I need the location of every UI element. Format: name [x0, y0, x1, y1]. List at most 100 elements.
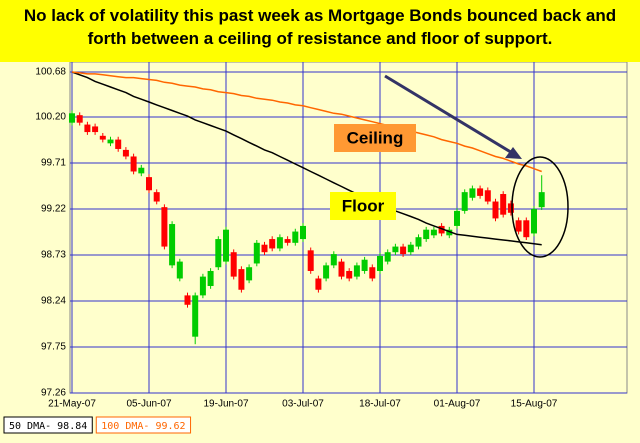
candle-body: [323, 265, 330, 279]
x-tick-label: 18-Jul-07: [359, 399, 401, 410]
candle-body: [176, 261, 183, 279]
y-tick-label: 99.22: [41, 204, 66, 215]
candle-body: [169, 224, 176, 266]
candle-body: [423, 229, 430, 240]
x-tick-label: 15-Aug-07: [511, 399, 558, 410]
candle-body: [276, 237, 283, 249]
candle-body: [346, 270, 353, 279]
floor-box: [330, 192, 396, 220]
legend-label: 100 DMA-: [101, 421, 149, 432]
candle-body: [292, 231, 299, 243]
candle-body: [69, 113, 75, 123]
candle-body: [115, 139, 122, 149]
highlight-ellipse: [511, 156, 569, 258]
candle-body: [315, 278, 322, 290]
x-tick-label: 01-Aug-07: [434, 399, 481, 410]
y-tick-label: 100.68: [35, 67, 66, 78]
candle-body: [538, 192, 545, 208]
y-tick-label: 97.75: [41, 342, 66, 353]
candle-body: [361, 259, 368, 271]
chart-title: No lack of volatility this past week as …: [23, 6, 617, 48]
candle-body: [430, 229, 437, 236]
candle-body: [307, 250, 314, 271]
annotation: Floor: [342, 196, 385, 215]
annotation: Ceiling: [347, 128, 404, 147]
y-tick-label: 98.24: [41, 296, 66, 307]
candle-body: [484, 190, 491, 202]
y-tick-label: 100.20: [35, 112, 66, 123]
title-wrap: No lack of volatility this past week as …: [23, 6, 617, 48]
candle-body: [284, 239, 291, 243]
candle-body: [107, 139, 114, 144]
candle-body: [415, 237, 422, 247]
candle-body: [300, 225, 306, 240]
arrow-head: [505, 147, 522, 159]
candle-body: [384, 252, 391, 262]
candle-body: [500, 194, 507, 215]
candle-body: [392, 246, 399, 253]
candle-body: [477, 188, 484, 196]
candle-body: [253, 242, 260, 264]
candle-body: [492, 201, 499, 219]
candle-body: [223, 229, 229, 262]
candle-body: [76, 115, 83, 123]
candle-body: [138, 167, 145, 174]
candle-body: [161, 207, 168, 247]
candle-body: [338, 261, 345, 277]
candle-body: [446, 229, 453, 236]
legend-box: [95, 416, 192, 434]
candle-body: [377, 255, 383, 271]
x-tick-label: 05-Jun-07: [126, 399, 171, 410]
candle-body: [438, 225, 445, 234]
legend-label: 50 DMA-: [9, 421, 51, 432]
candle-body: [238, 269, 245, 290]
y-tick-label: 99.71: [41, 158, 66, 169]
candle-body: [261, 244, 268, 253]
candle-body: [400, 246, 407, 255]
candle-body: [122, 149, 129, 157]
marks: [69, 71, 545, 345]
candle-body: [515, 220, 522, 232]
candle-body: [230, 252, 237, 277]
candle-body: [153, 192, 160, 202]
candle-body: [469, 188, 476, 198]
x-tick-label: 21-May-07: [48, 399, 96, 410]
candle-body: [269, 239, 276, 249]
candle-body: [461, 192, 468, 211]
legend-value: 98.84: [57, 421, 87, 432]
candle-body: [523, 220, 530, 238]
x-tick-label: 19-Jun-07: [203, 399, 248, 410]
candle-body: [99, 135, 106, 140]
candle-body: [507, 203, 514, 213]
candle-body: [192, 295, 199, 337]
candle-body: [184, 295, 191, 305]
legend-item: 100 DMA- 99.62: [95, 416, 192, 434]
candle-body: [454, 210, 460, 226]
candle-body: [407, 244, 414, 253]
candle-body: [130, 156, 137, 172]
candle-body: [330, 254, 337, 266]
y-tick-label: 98.73: [41, 250, 66, 261]
candle-body: [207, 270, 214, 286]
candle-body: [92, 126, 99, 133]
y-tick-label: 97.26: [41, 388, 66, 399]
ceiling-box: [334, 124, 416, 152]
x-tick-label: 03-Jul-07: [282, 399, 324, 410]
candle-body: [146, 177, 152, 191]
candle-body: [84, 124, 91, 133]
arrow: [384, 74, 515, 156]
legend-item: 50 DMA- 98.84: [3, 416, 93, 434]
candle-body: [246, 267, 253, 281]
candle-body: [353, 265, 360, 277]
legend-box: [3, 416, 93, 434]
candle-body: [215, 239, 222, 268]
title-box: [0, 0, 640, 62]
candle-body: [531, 209, 537, 234]
legend: 50 DMA- 98.84 100 DMA- 99.62: [3, 416, 192, 434]
plot-area: [69, 61, 628, 394]
candle-body: [369, 267, 376, 279]
ma-line: [71, 71, 542, 246]
ma-line: [71, 71, 542, 173]
